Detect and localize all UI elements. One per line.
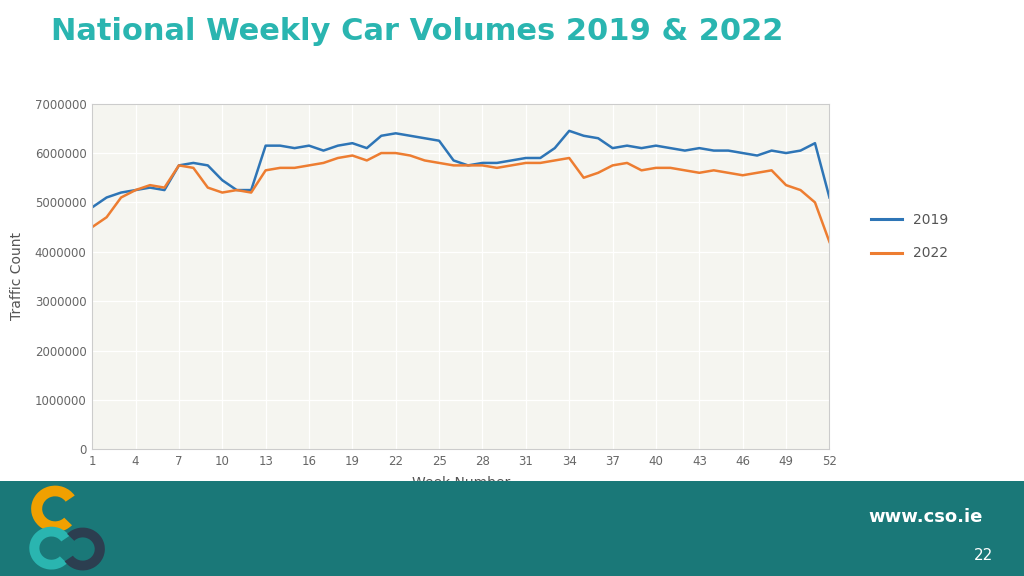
- Y-axis label: Traffic Count: Traffic Count: [10, 233, 24, 320]
- Text: National Weekly Car Volumes 2019 & 2022: National Weekly Car Volumes 2019 & 2022: [51, 17, 783, 46]
- Text: 22: 22: [974, 548, 993, 563]
- Text: www.cso.ie: www.cso.ie: [868, 508, 983, 526]
- Wedge shape: [30, 526, 70, 570]
- X-axis label: Week Number: Week Number: [412, 476, 510, 490]
- Wedge shape: [31, 486, 75, 532]
- Legend: 2019, 2022: 2019, 2022: [866, 207, 954, 266]
- Wedge shape: [65, 528, 104, 570]
